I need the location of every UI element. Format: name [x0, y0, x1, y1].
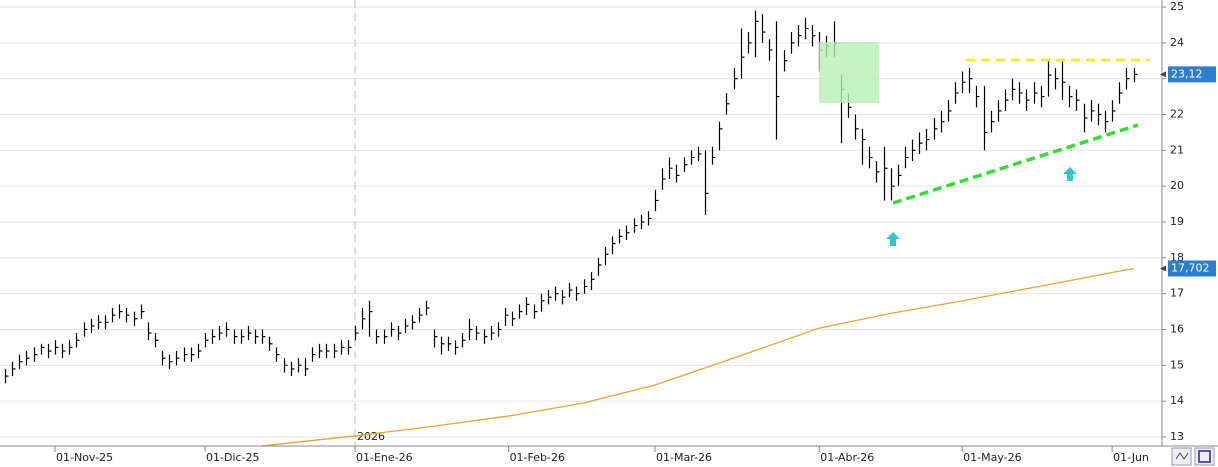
highlight-box	[819, 42, 879, 103]
price-label: 23,12	[1171, 67, 1203, 80]
y-tick-label: 25	[1170, 0, 1184, 13]
y-tick-label: 14	[1170, 394, 1184, 407]
scroll-button[interactable]	[1171, 447, 1192, 466]
icon	[1198, 450, 1211, 463]
y-tick-label: 21	[1170, 143, 1184, 156]
x-tick-label: 01-Dic-25	[206, 451, 260, 464]
y-tick-label: 17	[1170, 287, 1184, 300]
y-tick-label: 24	[1170, 36, 1184, 49]
y-tick-label: 22	[1170, 108, 1184, 121]
icon	[1175, 452, 1189, 460]
x-tick-label: 01-May-26	[963, 451, 1021, 464]
x-tick-label: 01-Mar-26	[656, 451, 712, 464]
price-label: 17,702	[1171, 262, 1210, 275]
y-tick-label: 15	[1170, 358, 1184, 371]
moving-average	[262, 267, 1134, 447]
arrow-up	[1063, 167, 1077, 181]
x-tick-label: 01-Abr-26	[820, 451, 874, 464]
x-tick-label: 01-Ene-26	[356, 451, 413, 464]
price-pointer	[1160, 265, 1166, 272]
y-tick-label: 16	[1170, 323, 1184, 336]
y-tick-label: 20	[1170, 179, 1184, 192]
x-tick-label: 01-Feb-26	[510, 451, 565, 464]
arrow-up	[886, 232, 900, 246]
y-tick-label: 13	[1170, 430, 1184, 443]
support-line	[892, 123, 1139, 205]
x-tick-label: 01-Jun	[1113, 451, 1149, 464]
y-tick-label: 19	[1170, 215, 1184, 228]
price-badge	[1168, 66, 1216, 83]
price-badge	[1168, 260, 1216, 277]
year-label: 2026	[357, 430, 385, 443]
price-pointer	[1160, 71, 1166, 78]
x-tick-label: 01-Nov-25	[56, 451, 113, 464]
